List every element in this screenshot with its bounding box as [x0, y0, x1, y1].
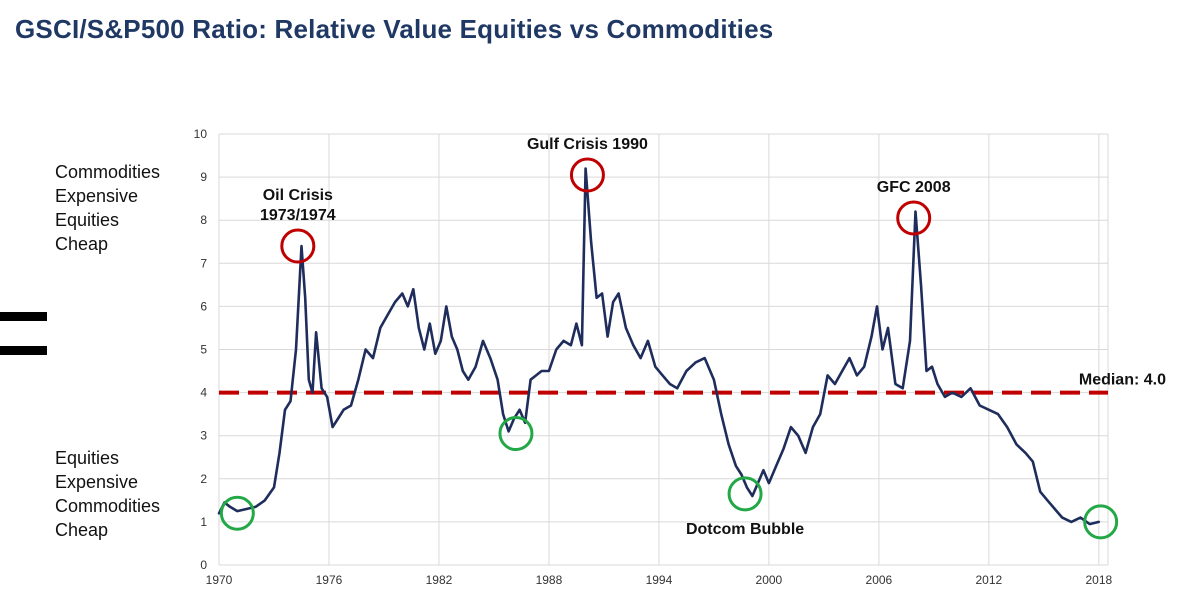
x-tick-label: 1994	[646, 573, 673, 587]
side-label-line: Commodities	[55, 496, 161, 516]
x-tick-label: 2012	[976, 573, 1003, 587]
median-label: Median: 4.0	[1079, 372, 1166, 389]
commodities-expensive-label: Commodities Expensive Equities Cheap	[55, 160, 160, 256]
side-label-line: Equities	[55, 210, 120, 230]
y-tick-label: 8	[200, 213, 207, 227]
x-tick-label: 2000	[756, 573, 783, 587]
equals-sign-top-bar	[0, 312, 47, 321]
side-label-line: Expensive	[55, 186, 139, 206]
y-tick-label: 10	[194, 127, 208, 141]
trough-circle	[498, 416, 534, 452]
x-tick-label: 1970	[206, 573, 233, 587]
y-tick-label: 9	[200, 170, 207, 184]
y-tick-label: 6	[200, 299, 207, 313]
equities-expensive-label: Equities Expensive Commodities Cheap	[55, 446, 160, 542]
y-tick-label: 1	[200, 515, 207, 529]
x-tick-label: 2006	[866, 573, 893, 587]
annotation-label: GFC 2008	[877, 179, 951, 196]
peak-circle	[569, 157, 605, 193]
x-tick-label: 1988	[536, 573, 563, 587]
y-tick-label: 2	[200, 472, 207, 486]
side-label-line: Cheap	[55, 520, 109, 540]
y-tick-label: 7	[200, 256, 207, 270]
annotation-label: Dotcom Bubble	[686, 521, 804, 538]
peak-circle	[896, 200, 932, 236]
trough-circle	[219, 495, 255, 531]
x-tick-label: 1976	[316, 573, 343, 587]
page-title: GSCI/S&P500 Ratio: Relative Value Equiti…	[15, 14, 774, 44]
y-tick-label: 0	[200, 558, 207, 572]
y-tick-label: 5	[200, 343, 207, 357]
trough-circle	[1083, 504, 1119, 540]
side-label-line: Equities	[55, 448, 120, 468]
side-label-line: Expensive	[55, 472, 139, 492]
equals-sign-bottom-bar	[0, 346, 47, 355]
x-tick-label: 1982	[426, 573, 453, 587]
peak-circle	[280, 228, 316, 264]
y-tick-label: 3	[200, 429, 207, 443]
x-tick-label: 2018	[1085, 573, 1112, 587]
ratio-series-line	[217, 167, 1101, 526]
y-tick-label: 4	[200, 386, 207, 400]
annotation-label: Oil Crisis	[263, 187, 333, 204]
side-label-line: Commodities	[55, 162, 161, 182]
trough-circle	[727, 476, 763, 512]
annotation-label: Gulf Crisis 1990	[527, 136, 648, 153]
annotation-label: 1973/1974	[260, 207, 336, 224]
side-label-line: Cheap	[55, 234, 109, 254]
